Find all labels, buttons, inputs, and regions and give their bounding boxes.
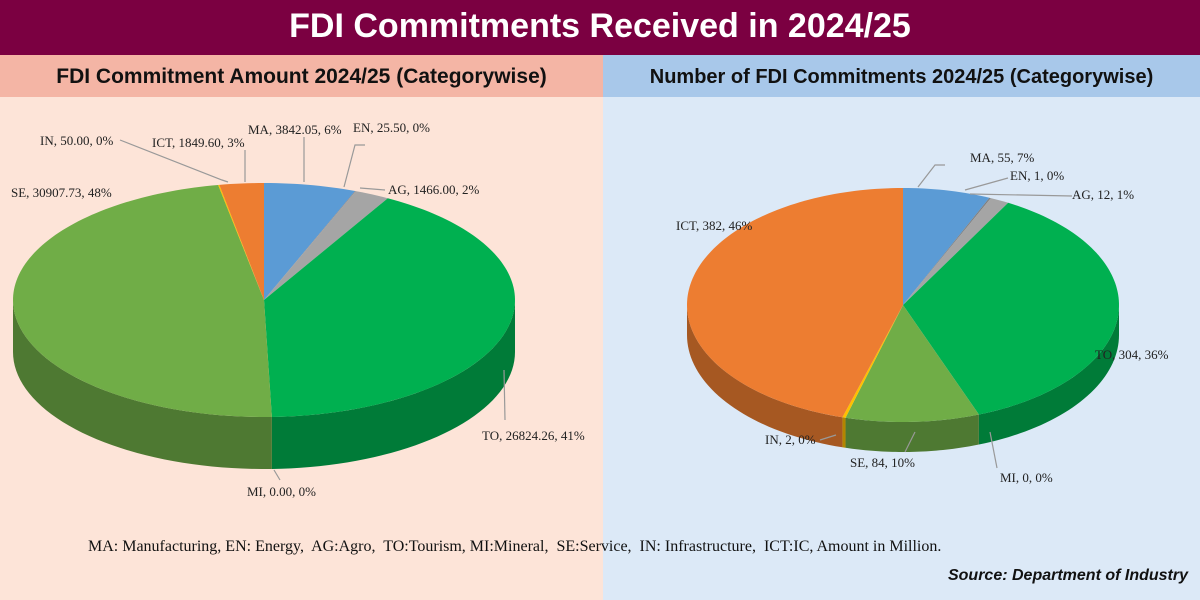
label-ma-count: MA, 55, 7% — [970, 150, 1035, 165]
pie-slice-in — [842, 305, 903, 418]
pie-1 — [687, 188, 1119, 452]
pie-slice-ag — [903, 198, 1009, 305]
label-to: TO, 26824.26, 41% — [482, 428, 585, 443]
pie-side-se — [13, 300, 272, 469]
label-mi-count: MI, 0, 0% — [1000, 470, 1053, 485]
label-se: SE, 30907.73, 48% — [11, 185, 112, 200]
pie-slice-se — [13, 184, 272, 417]
pie-side-ict — [687, 305, 843, 448]
pie-side-to — [271, 300, 515, 469]
page-title: FDI Commitments Received in 2024/25 — [0, 0, 1200, 55]
pie-slice-en — [903, 197, 991, 305]
pie-0 — [13, 183, 515, 469]
label-ict: ICT, 1849.60, 3% — [152, 135, 245, 150]
source-note: Source: Department of Industry — [947, 567, 1188, 584]
label-en-count: EN, 1, 0% — [1010, 168, 1065, 183]
pie-slice-ag — [264, 191, 388, 300]
label-en: EN, 25.50, 0% — [353, 120, 430, 135]
pie-slice-ict — [219, 183, 264, 300]
label-in: IN, 50.00, 0% — [40, 133, 114, 148]
pie-slice-se — [845, 305, 979, 422]
label-mi: MI, 0.00, 0% — [247, 484, 316, 499]
pie-slice-ma — [264, 183, 356, 300]
category-legend-note: MA: Manufacturing, EN: Energy, AG:Agro, … — [88, 538, 942, 555]
pie-slice-to — [264, 198, 515, 417]
left-chart-title: FDI Commitment Amount 2024/25 (Categoryw… — [0, 55, 603, 97]
label-ag-count: AG, 12, 1% — [1072, 187, 1135, 202]
leader-lines — [119, 137, 1073, 481]
label-ma: MA, 3842.05, 6% — [248, 122, 342, 137]
label-se-count: SE, 84, 10% — [850, 455, 915, 470]
pie-slice-ict — [687, 188, 903, 418]
pie-slice-en — [264, 190, 356, 300]
pie-side-se — [845, 414, 979, 452]
pie-slice-in — [218, 184, 264, 300]
right-chart-title: Number of FDI Commitments 2024/25 (Categ… — [603, 55, 1200, 97]
label-to-count: TO, 304, 36% — [1095, 347, 1169, 362]
pie-side-to — [978, 305, 1119, 445]
label-ict-count: ICT, 382, 46% — [676, 218, 753, 233]
pie-side-in — [842, 417, 846, 448]
label-in-count: IN, 2, 0% — [765, 432, 816, 447]
pie-slice-to — [903, 202, 1119, 415]
label-ag: AG, 1466.00, 2% — [388, 182, 480, 197]
pie-slice-ma — [903, 188, 990, 305]
